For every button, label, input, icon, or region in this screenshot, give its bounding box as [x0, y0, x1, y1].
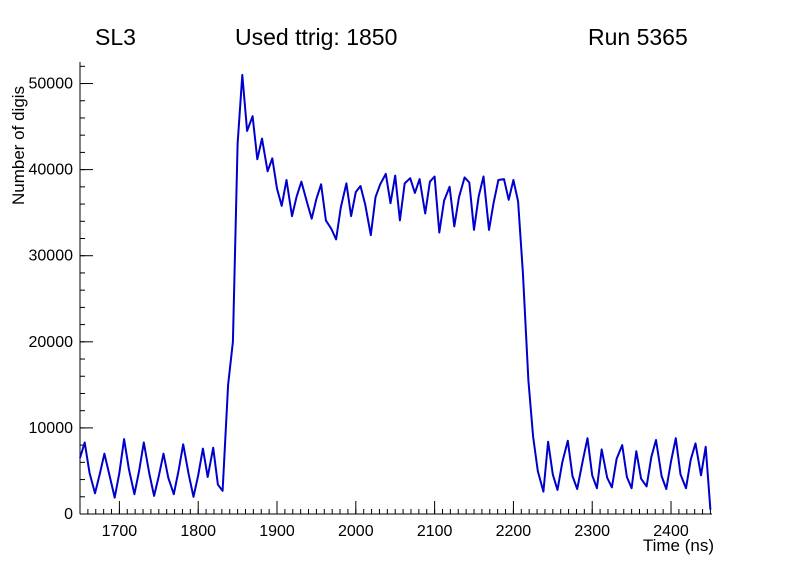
superlayer-label: SL3 [95, 24, 136, 50]
x-tick-label: 2400 [653, 523, 689, 540]
x-axis-title: Time (ns) [643, 536, 714, 555]
y-tick-label: 20000 [29, 334, 74, 351]
y-axis-title: Number of digis [9, 86, 28, 205]
x-tick-label: 2300 [574, 523, 610, 540]
x-tick-label: 2000 [338, 523, 374, 540]
x-tick-label: 1800 [180, 523, 216, 540]
x-tick-label: 1900 [259, 523, 295, 540]
x-tick-label: 2100 [417, 523, 453, 540]
tick-labels: 1700 1800 1900 2000 2100 2200 2300 2400 0 10000 20… [29, 76, 689, 540]
x-tick-label: 2200 [496, 523, 532, 540]
data-line [79, 73, 712, 510]
axis-ticks [79, 65, 711, 515]
y-tick-label: 30000 [29, 248, 74, 265]
x-tick-label: 1700 [102, 523, 138, 540]
y-tick-label: 10000 [29, 420, 74, 437]
run-label: Run 5365 [588, 24, 688, 50]
y-tick-label: 50000 [29, 76, 74, 93]
y-tick-label: 0 [64, 506, 73, 523]
plot-title: Used ttrig: 1850 [235, 24, 397, 50]
y-tick-label: 40000 [29, 162, 74, 179]
